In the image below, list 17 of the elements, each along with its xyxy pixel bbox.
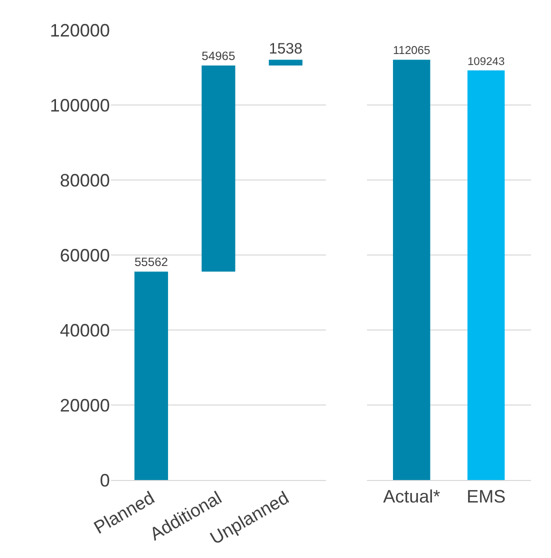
y-tick-label: 20000 [60, 395, 110, 416]
data-label: 109243 [467, 56, 505, 68]
data-label: 54965 [202, 48, 236, 63]
y-tick-label: 120000 [50, 20, 110, 40]
data-label: 1538 [268, 40, 302, 58]
data-label: 112065 [393, 45, 430, 58]
y-tick-label: 100000 [50, 95, 110, 116]
y-tick-label: 60000 [60, 245, 110, 266]
bar [134, 272, 168, 480]
y-tick-label: 80000 [60, 170, 110, 190]
x-tick-label: Actual* [383, 486, 440, 507]
bar [202, 66, 236, 272]
y-tick-label: 0 [100, 470, 110, 490]
x-tick-label: EMS [466, 486, 506, 507]
y-tick-label: 40000 [60, 320, 110, 340]
data-label: 55562 [134, 254, 168, 269]
bar [268, 60, 302, 66]
